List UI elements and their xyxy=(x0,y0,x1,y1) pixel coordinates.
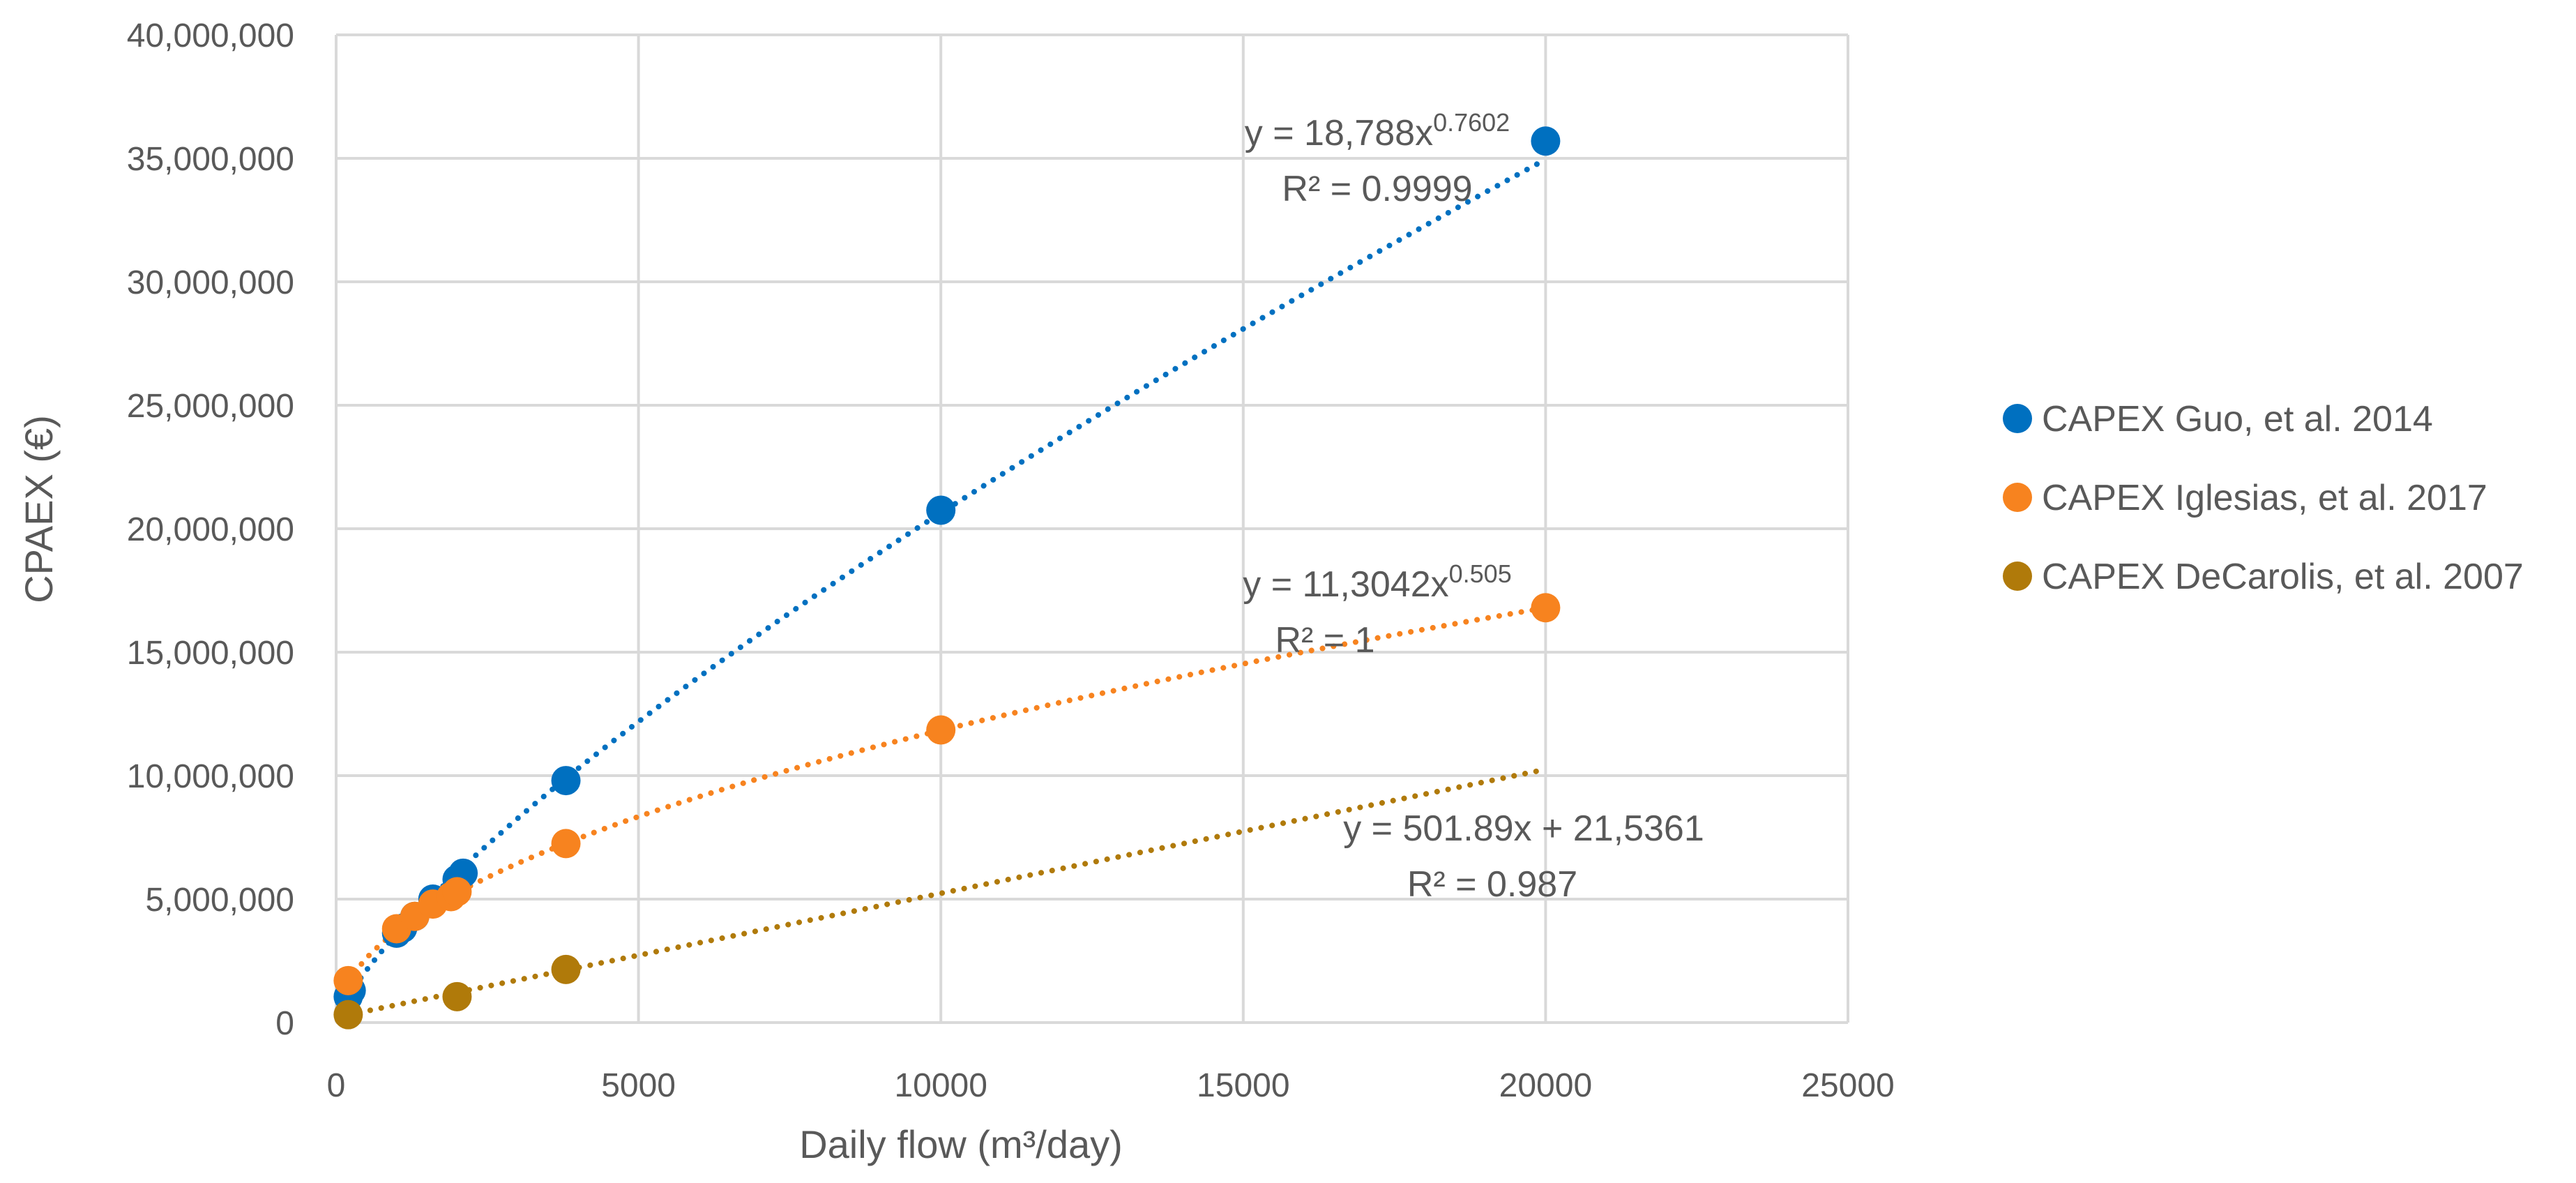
data-point xyxy=(442,981,472,1011)
data-point xyxy=(1531,593,1561,623)
y-tick-label: 35,000,000 xyxy=(127,141,294,178)
data-point xyxy=(551,829,581,859)
data-point xyxy=(926,715,956,745)
y-tick-label: 25,000,000 xyxy=(127,388,294,425)
trendline-r2: R² = 1 xyxy=(1275,620,1374,661)
data-point xyxy=(333,1000,363,1030)
y-tick-label: 40,000,000 xyxy=(127,17,294,54)
x-tick-label: 5000 xyxy=(601,1067,676,1104)
x-tick-label: 20000 xyxy=(1499,1067,1592,1104)
y-tick-label: 0 xyxy=(275,1005,294,1042)
trendline-equation: y = 11,3042x0.505 xyxy=(1243,559,1511,605)
x-tick-label: 10000 xyxy=(894,1067,987,1104)
data-point xyxy=(442,877,472,907)
legend-marker xyxy=(2003,404,2032,433)
data-point xyxy=(1531,126,1561,156)
y-tick-label: 5,000,000 xyxy=(145,882,294,919)
data-point xyxy=(926,495,956,525)
legend-label: CAPEX Iglesias, et al. 2017 xyxy=(2042,478,2487,518)
y-tick-label: 10,000,000 xyxy=(127,758,294,795)
x-tick-labels: 0 5000 10000 15000 20000 25000 xyxy=(327,1067,1895,1104)
y-tick-label: 30,000,000 xyxy=(127,264,294,301)
x-tick-label: 0 xyxy=(327,1067,346,1104)
data-point xyxy=(551,954,581,984)
trendline-r2: R² = 0.987 xyxy=(1407,864,1577,905)
grid-lines xyxy=(335,33,1849,1024)
trendline-equation: y = 501.89x + 21,5361 xyxy=(1343,808,1704,849)
x-tick-label: 15000 xyxy=(1197,1067,1289,1104)
trendline-equation: y = 18,788x0.7602 xyxy=(1245,108,1510,153)
y-tick-labels: 0 5,000,000 10,000,000 15,000,000 20,000,000… xyxy=(127,17,294,1042)
trendline xyxy=(345,767,1549,1018)
y-axis-title: CPAEX (€) xyxy=(17,415,61,603)
data-point xyxy=(333,965,363,995)
x-tick-label: 25000 xyxy=(1801,1067,1894,1104)
legend-marker xyxy=(2003,483,2032,512)
y-tick-label: 20,000,000 xyxy=(127,511,294,548)
legend: CAPEX Guo, et al. 2014 CAPEX Iglesias, et… xyxy=(2003,399,2524,597)
legend-marker xyxy=(2003,562,2032,591)
data-point xyxy=(551,766,581,796)
trendline-annotations: y = 18,788x0.7602 R² = 0.9999 y = 11,3042x… xyxy=(1243,108,1704,905)
x-axis-title: Daily flow (m³/day) xyxy=(799,1122,1123,1166)
trendline xyxy=(345,605,1549,985)
y-tick-label: 15,000,000 xyxy=(127,635,294,672)
legend-label: CAPEX Guo, et al. 2014 xyxy=(2042,399,2433,439)
data-points xyxy=(333,126,1561,1030)
legend-label: CAPEX DeCarolis, et al. 2007 xyxy=(2042,557,2524,597)
trendline-r2: R² = 0.9999 xyxy=(1282,169,1472,209)
